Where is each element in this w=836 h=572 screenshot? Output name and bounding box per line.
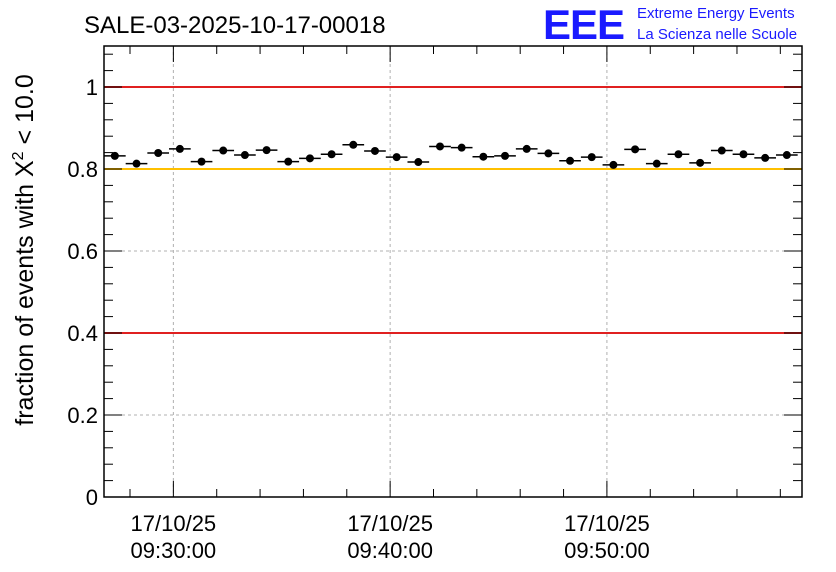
point-marker: [566, 156, 575, 165]
point-marker: [219, 146, 228, 155]
point-marker: [240, 151, 249, 160]
logo-line-1: Extreme Energy Events: [637, 5, 795, 22]
data-point: [125, 159, 148, 168]
point-marker: [175, 144, 184, 153]
data-point: [732, 150, 755, 159]
point-marker: [501, 151, 510, 160]
x-tick-time-label: 09:50:00: [564, 538, 650, 563]
data-point: [559, 156, 581, 165]
point-marker: [132, 159, 141, 168]
data-point: [277, 157, 300, 166]
data-points: [104, 140, 798, 169]
data-point: [710, 146, 733, 155]
data-point: [320, 150, 343, 159]
data-point: [342, 140, 365, 149]
y-label-suffix: < 10.0: [11, 74, 39, 151]
x-tick-date-label: 17/10/25: [347, 511, 433, 536]
point-marker: [154, 149, 163, 158]
y-tick-label: 0.6: [67, 239, 98, 264]
point-marker: [782, 151, 791, 160]
y-axis-label: fraction of events with X2 < 10.0: [10, 74, 39, 425]
data-point: [580, 153, 603, 162]
data-point: [515, 144, 538, 153]
data-point: [775, 151, 798, 160]
data-point: [299, 154, 321, 163]
data-point: [255, 146, 278, 155]
eee-logo: EEE Extreme Energy Events La Scienza nel…: [543, 1, 797, 48]
data-point: [104, 151, 126, 160]
data-point: [645, 159, 668, 168]
data-point: [234, 151, 256, 160]
data-point: [602, 160, 625, 169]
point-marker: [392, 153, 401, 162]
point-marker: [110, 151, 119, 160]
point-marker: [717, 146, 726, 155]
data-point: [212, 146, 235, 155]
point-marker: [479, 152, 488, 161]
point-marker: [262, 146, 271, 155]
x-tick-time-label: 09:40:00: [347, 538, 433, 563]
y-label-superscript: 2: [10, 151, 27, 160]
plot-frame: [103, 45, 803, 498]
plot-border: [103, 45, 803, 498]
data-point: [667, 150, 690, 159]
x-tick-date-label: 17/10/25: [131, 511, 217, 536]
data-point: [147, 149, 170, 158]
data-point: [169, 144, 191, 153]
point-marker: [370, 146, 379, 155]
y-label-symbol: X: [11, 160, 39, 177]
logo-mark: EEE: [543, 1, 624, 48]
data-point: [494, 151, 516, 160]
data-point: [190, 157, 213, 166]
data-point: [689, 158, 711, 167]
point-marker: [327, 150, 336, 159]
point-marker: [674, 150, 683, 159]
point-marker: [414, 158, 423, 167]
point-marker: [587, 153, 596, 162]
data-point: [385, 153, 408, 162]
y-tick-label: 0: [86, 485, 98, 510]
y-tick-label: 0.2: [67, 403, 98, 428]
data-point: [537, 149, 560, 158]
y-axis-ticks: 0 0.2 0.4 0.6 0.8 1: [67, 53, 802, 510]
chart-title: SALE-03-2025-10-17-00018: [84, 12, 386, 39]
data-point: [472, 152, 495, 161]
data-point: [624, 145, 646, 154]
point-marker: [739, 150, 748, 159]
point-marker: [522, 144, 531, 153]
x-tick-date-label: 17/10/25: [564, 511, 650, 536]
data-point: [450, 143, 473, 152]
point-marker: [761, 153, 770, 162]
logo-line-2: La Scienza nelle Scuole: [637, 26, 797, 43]
point-marker: [652, 159, 661, 168]
y-tick-label: 0.4: [67, 321, 98, 346]
point-marker: [696, 158, 705, 167]
y-tick-label: 0.8: [67, 157, 98, 182]
data-point: [429, 142, 451, 151]
x-tick-time-label: 09:30:00: [131, 538, 217, 563]
x-axis-ticks: 17/10/2509:30:0017/10/2509:40:0017/10/25…: [129, 46, 781, 563]
data-point: [364, 146, 386, 155]
point-marker: [457, 143, 466, 152]
reference-lines: [104, 86, 802, 334]
point-marker: [631, 145, 640, 154]
point-marker: [349, 140, 358, 149]
y-label-prefix: fraction of events with: [11, 177, 39, 426]
data-point: [754, 153, 776, 162]
grid-lines: [104, 46, 802, 497]
data-point: [407, 158, 430, 167]
point-marker: [197, 157, 206, 166]
point-marker: [284, 157, 293, 166]
y-tick-label: 1: [86, 75, 98, 100]
point-marker: [435, 142, 444, 151]
point-marker: [305, 154, 314, 163]
point-marker: [544, 149, 553, 158]
point-marker: [609, 160, 618, 169]
